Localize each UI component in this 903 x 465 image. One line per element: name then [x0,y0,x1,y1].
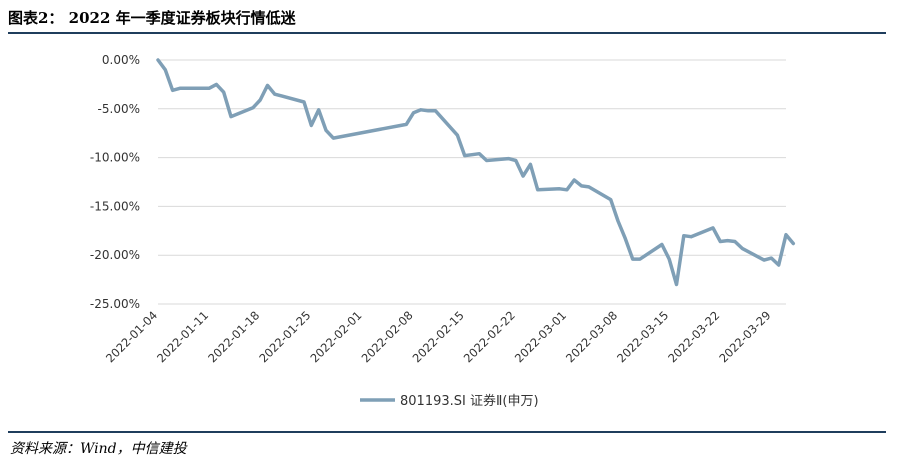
x-tick-label: 2022-02-08 [359,308,416,365]
x-tick-label: 2022-02-15 [410,308,467,365]
x-tick-label: 2022-01-11 [154,308,211,365]
x-tick-label: 2022-01-18 [205,308,262,365]
x-tick-label: 2022-02-01 [307,308,364,365]
y-tick-label: -20.00% [90,248,140,262]
x-tick-label: 2022-03-29 [716,308,773,365]
source-note: 资料来源：Wind，中信建投 [10,441,187,457]
y-tick-label: -15.00% [90,199,140,213]
x-axis-tick-labels: 2022-01-042022-01-112022-01-182022-01-25… [103,308,774,365]
y-tick-label: -25.00% [90,297,140,311]
gridlines [158,59,786,305]
line-chart: 0.00%-5.00%-10.00%-15.00%-20.00%-25.00% … [90,53,796,409]
x-tick-label: 2022-02-22 [461,308,518,365]
legend-label: 801193.SI 证券Ⅱ(申万) [400,393,539,409]
y-axis-tick-labels: 0.00% -5.00% -10.00% -15.00% -20.00% -25.00% [90,53,140,311]
y-tick-label: -5.00% [98,102,140,116]
series-line [156,58,796,287]
figure-title: 图表2： 2022 年一季度证券板块行情低迷 [8,9,296,27]
bottom-rule [8,431,886,433]
top-rule [8,32,886,34]
x-tick-label: 2022-03-01 [512,308,569,365]
x-tick-label: 2022-01-04 [103,308,160,365]
x-tick-label: 2022-03-22 [665,308,722,365]
y-tick-label: -10.00% [90,151,140,165]
x-tick-label: 2022-03-15 [614,308,671,365]
x-tick-label: 2022-01-25 [256,308,313,365]
legend: 801193.SI 证券Ⅱ(申万) [360,393,539,409]
x-tick-label: 2022-03-08 [563,308,620,365]
y-tick-label: 0.00% [102,53,140,67]
